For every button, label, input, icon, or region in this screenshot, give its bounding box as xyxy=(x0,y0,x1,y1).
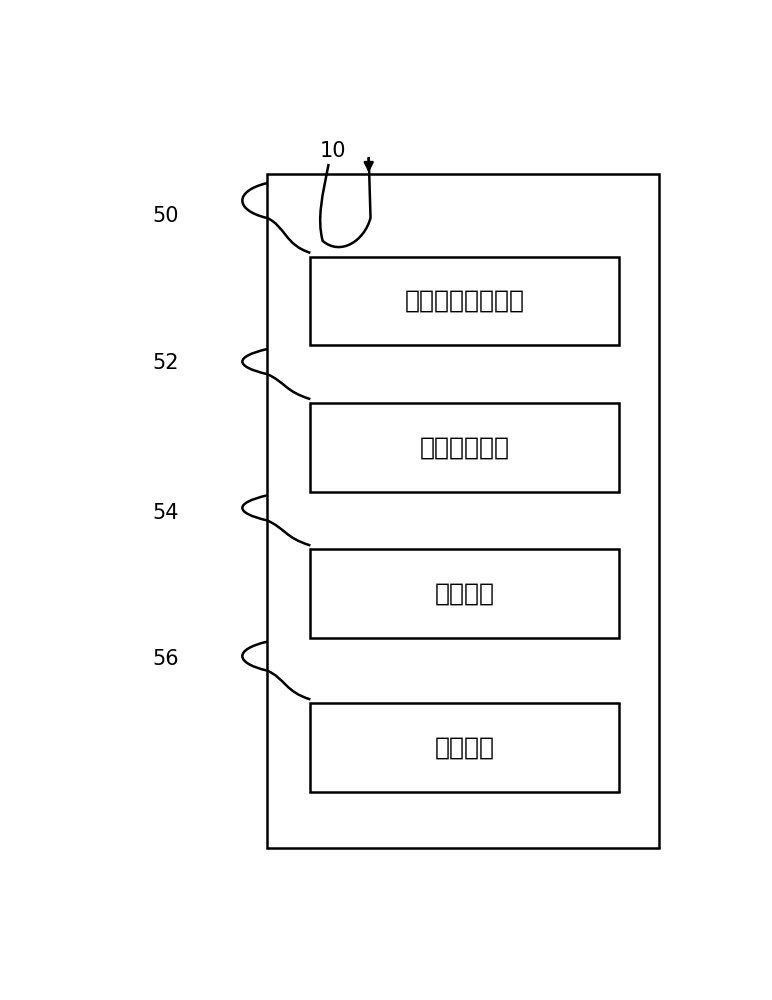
Bar xyxy=(310,257,618,345)
Text: 52: 52 xyxy=(152,353,178,373)
Text: 50: 50 xyxy=(152,206,178,226)
Text: 提供部分: 提供部分 xyxy=(435,736,494,760)
Text: 接收部分: 接收部分 xyxy=(435,582,494,606)
Bar xyxy=(310,703,618,792)
Bar xyxy=(310,549,618,638)
Bar xyxy=(310,403,618,492)
Bar xyxy=(267,174,659,848)
Text: 诊断信息获取部分: 诊断信息获取部分 xyxy=(405,289,524,313)
Text: 54: 54 xyxy=(152,503,178,523)
Text: 56: 56 xyxy=(152,649,178,669)
Text: 10: 10 xyxy=(320,141,346,161)
Text: 存储处理部分: 存储处理部分 xyxy=(419,435,510,459)
